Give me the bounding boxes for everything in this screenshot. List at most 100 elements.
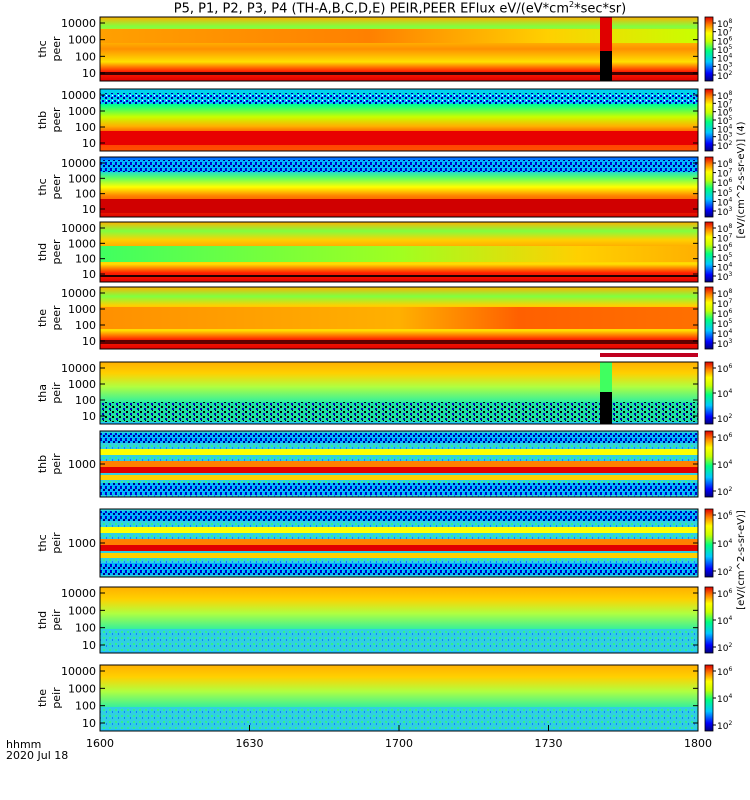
colorbar-tick-label: 104 xyxy=(717,538,732,550)
colorbar xyxy=(704,508,714,578)
panel-label-quantity: peir xyxy=(50,453,63,475)
panel-label-probe: thd xyxy=(36,243,49,261)
colorbar-tick-label: 102 xyxy=(717,413,732,425)
colorbar-tick-label: 104 xyxy=(717,693,732,705)
colorbar-tick-label: 106 xyxy=(717,363,732,375)
panel-thb-peer: thb peer100001000100101081071061051041031… xyxy=(36,88,732,152)
panel-label-quantity: peir xyxy=(50,687,63,709)
colorbar-tick-label: 102 xyxy=(717,720,732,732)
panel-label-quantity: peir xyxy=(50,382,63,404)
panel-label-quantity: peer xyxy=(50,107,63,133)
panel-label-quantity: peer xyxy=(50,36,63,62)
y-tick-label: 100 xyxy=(75,253,96,266)
panel-label-probe: thb xyxy=(36,455,49,473)
panel-the-peir: the peir 10000 1000 100 10 106 104 102 xyxy=(36,662,732,732)
colorbar-units-upper: [eV/(cm^2-s-sr-eV)] (4) xyxy=(736,121,747,238)
y-tick-label: 10000 xyxy=(61,89,96,102)
panel-thc-peir: thc peir 1000 106 104 102 xyxy=(36,506,732,578)
colorbar xyxy=(704,16,714,82)
panel-label-probe: thc xyxy=(36,40,49,57)
colorbar xyxy=(704,286,714,350)
colorbar-tick-label: 106 xyxy=(717,510,732,522)
y-tick-label: 10 xyxy=(82,67,96,80)
y-tick-label: 1000 xyxy=(68,604,96,617)
colorbar xyxy=(704,430,714,498)
panel-label-probe: thc xyxy=(36,534,49,551)
y-tick-label: 10 xyxy=(82,268,96,281)
colorbar-tick-label: 104 xyxy=(717,388,732,400)
y-tick-label: 1000 xyxy=(68,105,96,118)
y-tick-label: 10000 xyxy=(61,362,96,375)
colorbar-tick-label: 106 xyxy=(717,432,732,444)
y-tick-label: 10000 xyxy=(61,222,96,235)
colorbar-tick-label: 104 xyxy=(717,459,732,471)
x-tick-label: 1700 xyxy=(385,737,413,750)
colorbar xyxy=(704,586,714,654)
y-tick-label: 10000 xyxy=(61,287,96,300)
colorbar-tick-label: 102 xyxy=(717,70,732,82)
time-axis: 1600 1630 1700 1730 1800 xyxy=(86,725,712,750)
panel-label-probe: thb xyxy=(36,111,49,129)
x-tick-label: 1600 xyxy=(86,737,114,750)
title-exponent: 2 xyxy=(568,0,575,9)
panel-frame xyxy=(99,88,699,152)
y-tick-label: 10 xyxy=(82,137,96,150)
y-tick-label: 100 xyxy=(75,622,96,635)
panel-frame xyxy=(99,221,699,283)
colorbar xyxy=(704,221,714,283)
y-tick-label: 100 xyxy=(75,319,96,332)
y-tick-label: 1000 xyxy=(68,34,96,47)
colorbar xyxy=(704,664,714,732)
panel-label-quantity: peir xyxy=(50,532,63,554)
panel-frame xyxy=(99,586,699,654)
colorbar-tick-label: 106 xyxy=(717,666,732,678)
y-tick-label: 1000 xyxy=(68,172,96,185)
colorbar-tick-label: 102 xyxy=(717,566,732,578)
colorbar-tick-label: 103 xyxy=(717,338,732,350)
title-suffix: *sec*sr) xyxy=(574,1,627,17)
chart-title: P5, P1, P2, P3, P4 (TH-A,B,C,D,E) PEIR,P… xyxy=(100,0,700,16)
time-axis-unit-label: hhmm xyxy=(6,738,42,751)
y-tick-label: 100 xyxy=(75,50,96,63)
y-tick-label: 10 xyxy=(82,335,96,348)
panel-frame xyxy=(99,156,699,218)
x-tick-label: 1630 xyxy=(236,737,264,750)
panel-thd-peir: thd peir 10000 1000 100 10 106 104 102 xyxy=(36,584,732,654)
colorbar-tick-label: 106 xyxy=(717,588,732,600)
panel-label-probe: the xyxy=(36,689,49,707)
y-tick-label: 1000 xyxy=(68,303,96,316)
y-tick-label: 10 xyxy=(82,717,96,730)
x-tick-label: 1800 xyxy=(684,737,712,750)
date-label: 2020 Jul 18 xyxy=(6,749,69,762)
panel-tha-peir: tha peir 10000 1000 100 10 106 104 102 xyxy=(36,353,732,425)
title-prefix: P5, P1, P2, P3, P4 (TH-A,B,C,D,E) PEIR,P… xyxy=(173,1,569,17)
colorbar-tick-label: 104 xyxy=(717,615,732,627)
colorbar xyxy=(704,361,714,425)
colorbar-tick-label: 102 xyxy=(717,642,732,654)
panel-frame xyxy=(99,286,699,350)
y-tick-label: 10000 xyxy=(61,587,96,600)
colorbar xyxy=(704,156,714,218)
y-tick-label: 10 xyxy=(82,410,96,423)
panel-label-quantity: peer xyxy=(50,305,63,331)
panel-frame xyxy=(99,361,699,425)
y-tick-label: 1000 xyxy=(68,537,96,550)
colorbar-tick-label: 103 xyxy=(717,271,732,283)
y-tick-label: 100 xyxy=(75,700,96,713)
y-tick-label: 100 xyxy=(75,121,96,134)
x-tick-label: 1730 xyxy=(535,737,563,750)
y-tick-label: 1000 xyxy=(68,682,96,695)
panel-label-probe: the xyxy=(36,309,49,327)
panel-label-probe: thd xyxy=(36,611,49,629)
panel-label-quantity: peer xyxy=(50,174,63,200)
y-tick-label: 1000 xyxy=(68,458,96,471)
panel-label-quantity: peir xyxy=(50,609,63,631)
y-tick-label: 100 xyxy=(75,188,96,201)
colorbar xyxy=(704,88,714,152)
colorbar-tick-label: 103 xyxy=(717,206,732,218)
colorbar-units-lower: [eV/(cm^2-s-sr-eV)] xyxy=(736,510,747,610)
